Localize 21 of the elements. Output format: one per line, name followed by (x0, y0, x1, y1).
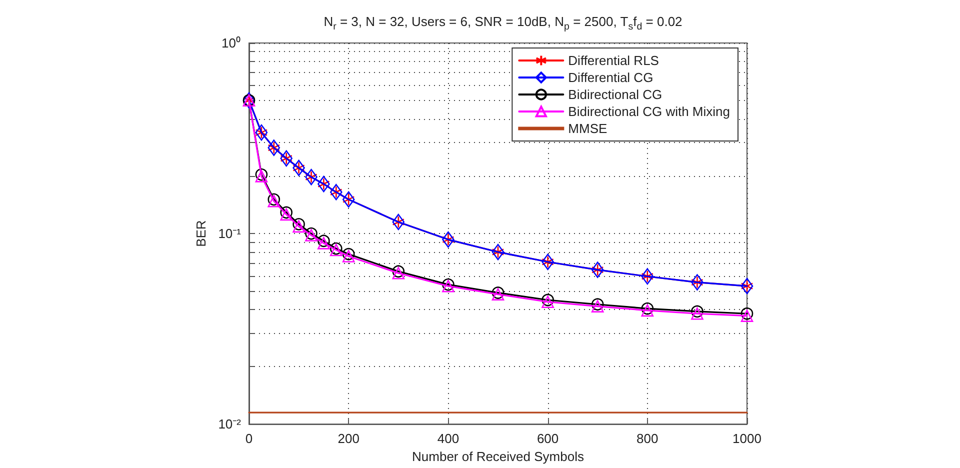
point (318, 237, 330, 250)
point (292, 218, 305, 230)
legend-label: Differential CG (568, 70, 654, 85)
legend-label: Bidirectional CG with Mixing (568, 104, 730, 119)
y-tick-label: 10⁻² (218, 416, 242, 432)
x-tick-label: 400 (437, 431, 460, 446)
y-tick-label: 10⁰ (222, 36, 241, 50)
point (740, 310, 754, 322)
point (342, 250, 355, 262)
y-axis-title: BER (193, 220, 208, 247)
x-tick-label: 1000 (732, 431, 762, 446)
x-tick-label: 200 (338, 431, 360, 446)
legend-label: Differential RLS (568, 53, 660, 68)
x-tick-label: 600 (536, 431, 559, 446)
x-tick-label: 0 (245, 431, 253, 446)
legend-label: Bidirectional CG (568, 87, 662, 102)
point (292, 220, 305, 233)
legend-label: MMSE (568, 121, 608, 136)
x-tick-label: 800 (636, 431, 658, 446)
y-tick-label: 10⁻¹ (218, 226, 242, 242)
x-axis-title: Number of Received Symbols (412, 449, 584, 464)
